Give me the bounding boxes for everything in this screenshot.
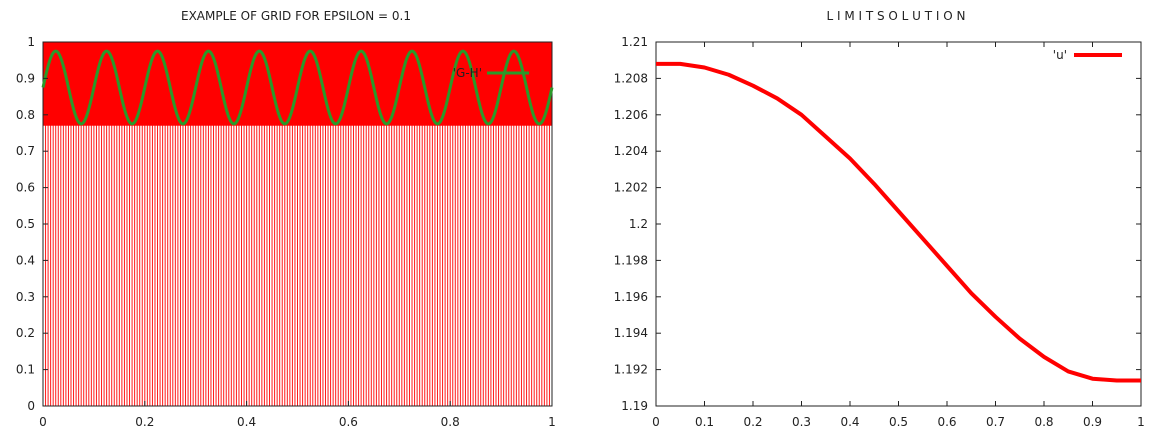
y-tick-label: 1.204 bbox=[614, 144, 648, 158]
left-legend-label: 'G-H' bbox=[453, 66, 482, 80]
right-chart-title: L I M I T S O L U T I O N bbox=[826, 9, 965, 23]
x-tick-label: 0.4 bbox=[237, 415, 256, 429]
y-tick-label: 1.208 bbox=[614, 71, 648, 85]
y-tick-label: 0.4 bbox=[16, 253, 35, 267]
y-tick-label: 1.206 bbox=[614, 108, 648, 122]
y-tick-label: 1.19 bbox=[621, 399, 648, 413]
right-y-axis: 1.19 1.192 1.194 1.196 1.198 1.2 1.202 1.204 1.2… bbox=[614, 35, 1141, 413]
right-plot-frame bbox=[655, 41, 1142, 407]
x-tick-label: 0.7 bbox=[986, 415, 1005, 429]
x-tick-label: 1 bbox=[1137, 415, 1145, 429]
y-tick-label: 1.198 bbox=[614, 253, 648, 267]
y-tick-label: 1.2 bbox=[629, 217, 648, 231]
series-line-g-h bbox=[41, 49, 554, 126]
y-tick-label: 0.3 bbox=[16, 290, 35, 304]
x-tick-label: 0 bbox=[39, 415, 47, 429]
right-legend: 'u' bbox=[1053, 48, 1122, 62]
y-tick-label: 1.192 bbox=[614, 363, 648, 377]
right-plot-area bbox=[655, 41, 1142, 407]
left-chart-title: EXAMPLE OF GRID FOR EPSILON = 0.1 bbox=[181, 9, 411, 23]
y-tick-label: 1.194 bbox=[614, 326, 648, 340]
y-tick-label: 0.8 bbox=[16, 108, 35, 122]
y-tick-label: 1.196 bbox=[614, 290, 648, 304]
x-tick-label: 0.5 bbox=[889, 415, 908, 429]
y-tick-label: 0.6 bbox=[16, 181, 35, 195]
y-tick-label: 0.1 bbox=[16, 363, 35, 377]
x-tick-label: 0.9 bbox=[1083, 415, 1102, 429]
x-tick-label: 0.2 bbox=[135, 415, 154, 429]
left-plot-area bbox=[41, 41, 554, 407]
x-tick-label: 0.2 bbox=[743, 415, 762, 429]
series-line-u bbox=[656, 61, 1141, 383]
y-tick-label: 1.202 bbox=[614, 181, 648, 195]
y-tick-label: 0.5 bbox=[16, 217, 35, 231]
x-tick-label: 1 bbox=[548, 415, 556, 429]
x-tick-label: 0.3 bbox=[792, 415, 811, 429]
x-tick-label: 0.6 bbox=[937, 415, 956, 429]
x-tick-label: 0.6 bbox=[339, 415, 358, 429]
left-legend: 'G-H' bbox=[453, 66, 529, 80]
x-tick-label: 0.8 bbox=[441, 415, 460, 429]
left-y-axis: 0 0.1 0.2 0.3 0.4 0.5 0.6 0.7 0.8 0.9 1 bbox=[16, 35, 48, 413]
left-chart: EXAMPLE OF GRID FOR EPSILON = 0.1 0 0.1 0.… bbox=[16, 9, 556, 429]
y-tick-label: 0 bbox=[27, 399, 35, 413]
right-legend-label: 'u' bbox=[1053, 48, 1067, 62]
y-tick-label: 0.2 bbox=[16, 326, 35, 340]
right-x-axis: 0 0.1 0.2 0.3 0.4 0.5 0.6 0.7 0.8 0.9 1 bbox=[652, 42, 1145, 429]
x-tick-label: 0.8 bbox=[1034, 415, 1053, 429]
y-tick-label: 1 bbox=[27, 35, 35, 49]
x-tick-label: 0.1 bbox=[695, 415, 714, 429]
x-tick-label: 0.4 bbox=[840, 415, 859, 429]
y-tick-label: 0.9 bbox=[16, 71, 35, 85]
right-chart: L I M I T S O L U T I O N 1.19 1.192 1.194… bbox=[614, 9, 1145, 429]
left-x-axis: 0 0.2 0.4 0.6 0.8 1 bbox=[39, 401, 556, 429]
y-tick-label: 1.21 bbox=[621, 35, 648, 49]
x-tick-label: 0 bbox=[652, 415, 660, 429]
y-tick-label: 0.7 bbox=[16, 144, 35, 158]
